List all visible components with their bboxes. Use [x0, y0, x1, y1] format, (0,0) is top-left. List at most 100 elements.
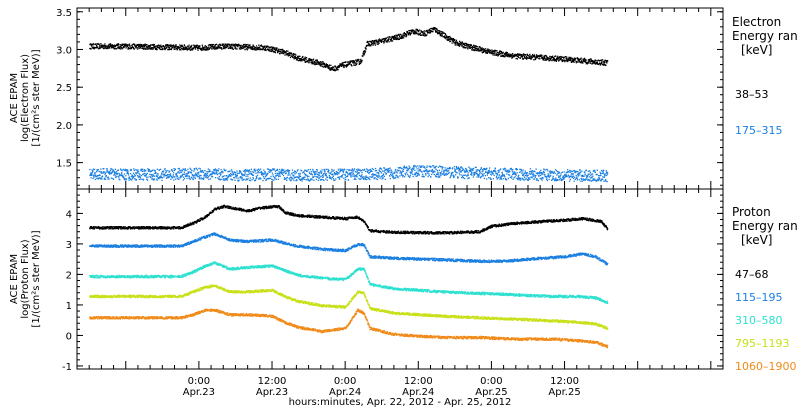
data-point	[599, 177, 601, 180]
data-point	[535, 168, 537, 170]
data-point	[181, 174, 183, 177]
data-point	[452, 38, 454, 40]
data-point	[333, 68, 335, 70]
data-point	[378, 169, 380, 171]
data-point	[464, 44, 466, 47]
data-point	[382, 174, 385, 176]
data-point	[476, 176, 478, 178]
data-point	[472, 45, 474, 48]
data-point	[455, 174, 457, 176]
data-point	[312, 170, 314, 172]
data-point	[575, 171, 577, 173]
data-point	[188, 44, 190, 46]
data-point	[107, 47, 109, 50]
data-point	[430, 27, 432, 30]
data-point	[376, 40, 378, 42]
data-point	[391, 174, 393, 177]
data-point	[227, 176, 229, 179]
data-point	[233, 177, 235, 179]
data-point	[189, 47, 191, 50]
data-point	[189, 223, 191, 226]
data-point	[197, 45, 199, 47]
data-point	[177, 171, 180, 173]
data-point	[185, 224, 187, 226]
data-point	[167, 49, 169, 51]
data-point	[425, 170, 427, 172]
data-point	[337, 169, 339, 171]
data-point	[228, 47, 230, 49]
data-point	[588, 173, 590, 175]
data-point	[407, 32, 409, 34]
data-point	[412, 175, 414, 178]
data-point	[308, 61, 310, 64]
data-point	[368, 44, 370, 46]
data-point	[587, 62, 589, 64]
data-point	[91, 172, 93, 174]
data-point	[277, 50, 279, 53]
data-point	[603, 60, 605, 62]
data-point	[423, 33, 425, 35]
data-point	[368, 177, 370, 180]
data-point	[328, 64, 330, 66]
data-point	[485, 171, 487, 173]
data-point	[363, 178, 365, 180]
data-point	[528, 55, 530, 57]
data-point	[166, 175, 168, 177]
data-point	[342, 173, 344, 175]
data-point	[521, 178, 523, 180]
data-point	[212, 45, 214, 47]
data-point	[572, 59, 574, 62]
data-point	[149, 173, 151, 176]
data-point	[396, 34, 398, 36]
data-point	[294, 170, 297, 173]
data-point	[288, 172, 290, 174]
data-point	[198, 178, 200, 180]
data-point	[109, 43, 112, 45]
data-point	[575, 57, 577, 60]
data-point	[572, 175, 574, 177]
data-point	[322, 173, 325, 175]
data-point	[541, 177, 543, 180]
data-point	[597, 59, 599, 61]
data-point	[365, 175, 367, 177]
data-point	[127, 43, 129, 46]
data-point	[579, 58, 581, 60]
data-point	[130, 46, 132, 49]
data-point	[601, 169, 603, 172]
data-point	[99, 226, 102, 229]
data-point	[486, 51, 488, 53]
data-point	[479, 171, 481, 174]
data-point	[293, 179, 295, 181]
data-point	[92, 174, 94, 177]
data-point	[537, 173, 539, 175]
data-point	[262, 179, 264, 182]
data-point	[548, 59, 550, 62]
data-point	[473, 174, 475, 176]
data-point	[398, 34, 400, 36]
data-point	[449, 37, 451, 40]
data-point	[461, 42, 463, 44]
data-point	[238, 179, 240, 181]
data-point	[92, 43, 94, 45]
data-point	[238, 48, 241, 50]
data-point	[113, 47, 115, 49]
data-point	[362, 177, 364, 179]
data-point	[121, 227, 123, 229]
data-point	[349, 174, 351, 176]
data-point	[547, 175, 549, 178]
data-point	[244, 172, 246, 174]
data-point	[159, 226, 161, 228]
data-point	[248, 169, 250, 171]
data-point	[585, 169, 587, 171]
data-point	[472, 172, 474, 174]
data-point	[486, 174, 488, 176]
data-point	[576, 61, 578, 63]
data-point	[234, 179, 236, 181]
data-point	[432, 172, 434, 174]
data-point	[342, 171, 344, 173]
data-point	[403, 37, 405, 39]
data-point	[153, 46, 155, 49]
data-point	[419, 32, 421, 34]
data-point	[482, 174, 484, 176]
data-point	[334, 70, 336, 72]
